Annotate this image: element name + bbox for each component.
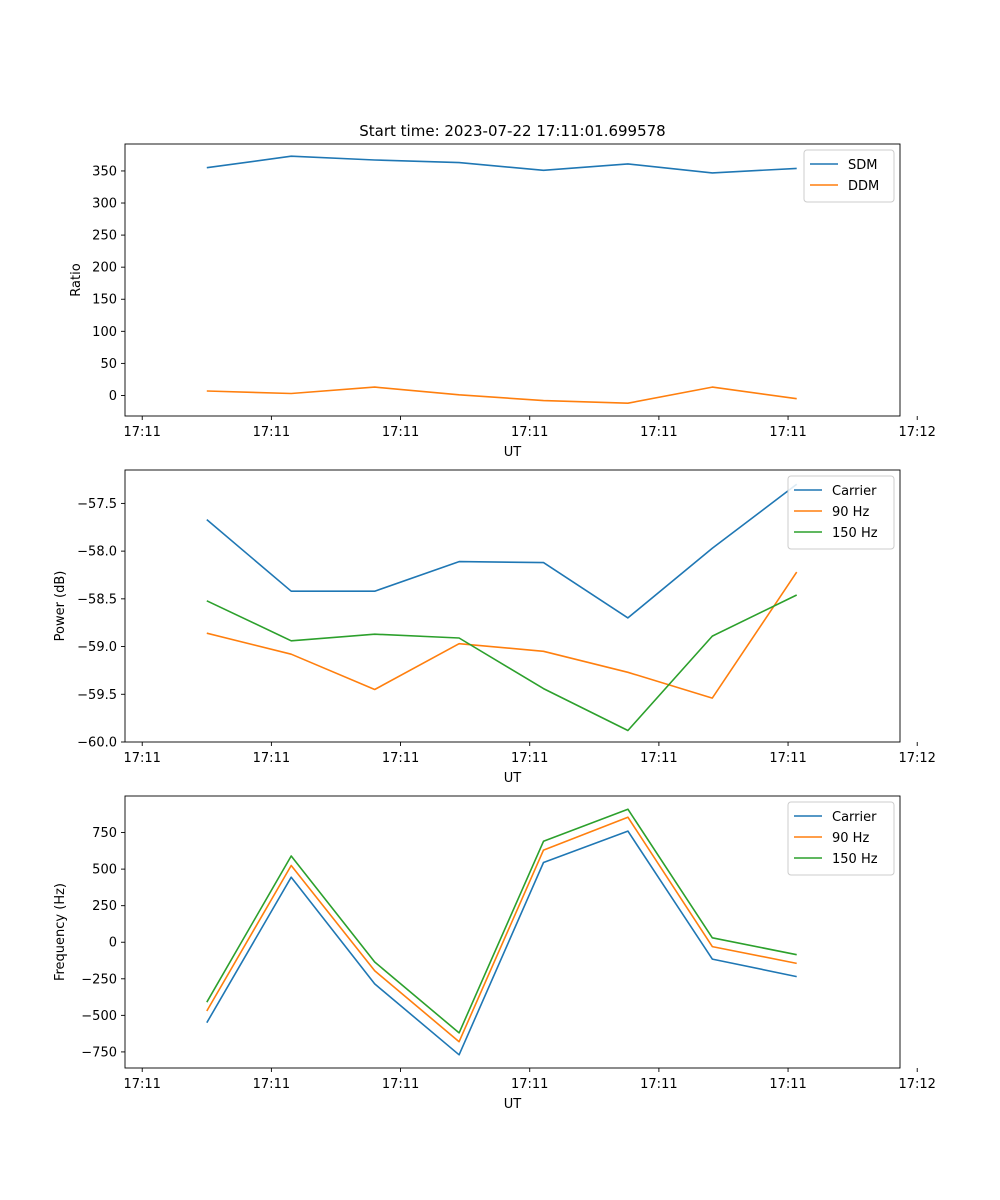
legend-entry: DDM	[848, 179, 879, 194]
y-tick-label: −58.0	[77, 545, 117, 560]
x-tick-label: 17:11	[511, 425, 548, 440]
y-tick-label: 200	[92, 261, 117, 276]
y-tick-label: 300	[92, 197, 117, 212]
x-tick-label: 17:11	[123, 751, 160, 766]
x-tick-label: 17:11	[769, 1077, 806, 1092]
y-tick-label: −58.5	[77, 592, 117, 607]
x-tick-label: 17:11	[382, 1077, 419, 1092]
y-tick-label: 50	[100, 357, 117, 372]
y-tick-label: 750	[92, 826, 117, 841]
x-tick-label: 17:11	[769, 751, 806, 766]
legend-box	[787, 801, 895, 876]
y-axis-label: Power (dB)	[53, 571, 68, 642]
x-tick-label: 17:11	[253, 1077, 290, 1092]
legend-entry: 150 Hz	[832, 852, 878, 867]
y-axis-label: Frequency (Hz)	[53, 883, 68, 981]
chart-title: Start time: 2023-07-22 17:11:01.699578	[359, 122, 665, 140]
legend-entry: Carrier	[832, 810, 877, 825]
y-tick-label: 500	[92, 863, 117, 878]
x-tick-label: 17:11	[511, 751, 548, 766]
series-line-90-hz	[206, 816, 797, 1043]
x-axis-label: UT	[504, 1097, 522, 1112]
series-line-150-hz	[206, 808, 797, 1034]
x-tick-label: 17:11	[640, 425, 677, 440]
x-axis-label: UT	[504, 445, 522, 460]
legend: Carrier 90 Hz 150 Hz	[787, 801, 895, 876]
series-line-carrier	[206, 483, 798, 619]
legend-box	[787, 475, 895, 550]
y-tick-label: 0	[109, 936, 117, 951]
y-tick-label: 350	[92, 164, 117, 179]
series-line-ddm	[206, 386, 797, 405]
subplot-2: 17:11 17:11 17:11 17:11 17:11 17:11 17:12 UT −60…	[53, 469, 936, 786]
subplot-1: Start time: 2023-07-22 17:11:01.699578 17…	[69, 122, 936, 460]
axes-frame	[124, 469, 901, 743]
y-tick-label: −500	[81, 1009, 117, 1024]
y-tick-label: −750	[81, 1045, 117, 1060]
y-tick-label: −250	[81, 972, 117, 987]
x-tick-label: 17:11	[511, 1077, 548, 1092]
series-line-carrier	[206, 830, 797, 1056]
x-tick-label: 17:11	[123, 1077, 160, 1092]
legend-entry: 90 Hz	[832, 831, 869, 846]
series-line-150-hz	[206, 594, 798, 732]
x-tick-label: 17:11	[640, 1077, 677, 1092]
x-tick-label: 17:11	[640, 751, 677, 766]
subplot-3: 17:11 17:11 17:11 17:11 17:11 17:11 17:12 UT −75…	[53, 795, 936, 1112]
y-tick-label: −60.0	[77, 736, 117, 751]
y-tick-label: −57.5	[77, 497, 117, 512]
x-tick-label: 17:11	[769, 425, 806, 440]
legend: Carrier 90 Hz 150 Hz	[787, 475, 895, 550]
legend-box	[803, 149, 895, 203]
axes-frame	[124, 795, 901, 1069]
x-tick-label: 17:11	[123, 425, 160, 440]
series-line-sdm	[206, 155, 797, 174]
y-tick-label: 100	[92, 325, 117, 340]
x-tick-label: 17:11	[382, 751, 419, 766]
series-line-90-hz	[206, 571, 798, 699]
y-tick-label: 0	[109, 389, 117, 404]
y-tick-label: −59.0	[77, 640, 117, 655]
y-tick-label: 250	[92, 229, 117, 244]
x-tick-label: 17:12	[898, 425, 935, 440]
y-axis-label: Ratio	[69, 263, 84, 296]
axes-frame	[124, 143, 901, 417]
x-tick-label: 17:11	[253, 425, 290, 440]
x-tick-label: 17:12	[898, 1077, 935, 1092]
legend-entry: 90 Hz	[832, 505, 869, 520]
legend-entry: SDM	[848, 158, 877, 173]
y-tick-label: 150	[92, 293, 117, 308]
y-tick-label: −59.5	[77, 688, 117, 703]
x-tick-label: 17:11	[382, 425, 419, 440]
legend-entry: Carrier	[832, 484, 877, 499]
x-tick-label: 17:11	[253, 751, 290, 766]
legend: SDM DDM	[803, 149, 895, 203]
legend-entry: 150 Hz	[832, 526, 878, 541]
x-tick-label: 17:12	[898, 751, 935, 766]
y-tick-label: 250	[92, 899, 117, 914]
x-axis-label: UT	[504, 771, 522, 786]
